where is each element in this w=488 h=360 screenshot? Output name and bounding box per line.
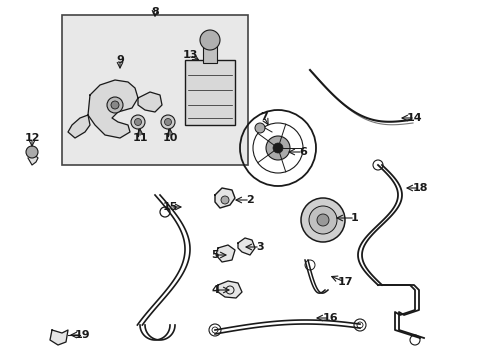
Circle shape bbox=[107, 97, 123, 113]
Text: 1: 1 bbox=[350, 213, 358, 223]
Bar bbox=[62, 15, 247, 165]
Circle shape bbox=[265, 136, 289, 160]
Text: 14: 14 bbox=[407, 113, 422, 123]
Text: 4: 4 bbox=[211, 285, 219, 295]
Polygon shape bbox=[215, 188, 235, 208]
Circle shape bbox=[254, 123, 264, 133]
Circle shape bbox=[272, 143, 283, 153]
Circle shape bbox=[221, 196, 228, 204]
Text: 6: 6 bbox=[299, 147, 306, 157]
Bar bbox=[184, 60, 235, 125]
Text: 8: 8 bbox=[151, 7, 159, 17]
Text: 19: 19 bbox=[74, 330, 90, 340]
Circle shape bbox=[308, 206, 336, 234]
Text: 15: 15 bbox=[162, 202, 177, 212]
Text: 11: 11 bbox=[132, 133, 147, 143]
Text: 5: 5 bbox=[211, 250, 218, 260]
Circle shape bbox=[301, 198, 345, 242]
Circle shape bbox=[200, 30, 220, 50]
Text: 7: 7 bbox=[260, 112, 267, 122]
Polygon shape bbox=[28, 154, 38, 165]
Polygon shape bbox=[138, 92, 162, 112]
Polygon shape bbox=[218, 281, 242, 298]
Text: 16: 16 bbox=[322, 313, 337, 323]
Text: 17: 17 bbox=[337, 277, 352, 287]
Polygon shape bbox=[68, 115, 90, 138]
Circle shape bbox=[131, 115, 145, 129]
Polygon shape bbox=[216, 245, 235, 262]
Text: 2: 2 bbox=[245, 195, 253, 205]
Polygon shape bbox=[88, 80, 138, 138]
Circle shape bbox=[134, 118, 141, 126]
Circle shape bbox=[316, 214, 328, 226]
Circle shape bbox=[161, 115, 175, 129]
Text: 12: 12 bbox=[24, 133, 40, 143]
Text: 13: 13 bbox=[182, 50, 197, 60]
Polygon shape bbox=[238, 238, 254, 255]
Circle shape bbox=[111, 101, 119, 109]
Bar bbox=[203, 45, 217, 63]
Text: 18: 18 bbox=[411, 183, 427, 193]
Text: 3: 3 bbox=[256, 242, 263, 252]
Polygon shape bbox=[50, 330, 68, 345]
Text: 9: 9 bbox=[116, 55, 123, 65]
Circle shape bbox=[26, 146, 38, 158]
Circle shape bbox=[164, 118, 171, 126]
Text: 10: 10 bbox=[162, 133, 177, 143]
